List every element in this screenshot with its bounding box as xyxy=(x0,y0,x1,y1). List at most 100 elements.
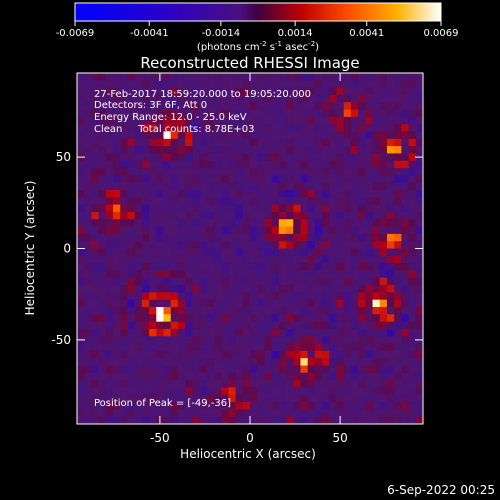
heatmap-cell xyxy=(343,94,352,103)
heatmap-cell xyxy=(271,211,280,220)
heatmap-cell xyxy=(156,248,164,257)
heatmap-cell xyxy=(213,343,222,352)
heatmap-cell xyxy=(365,270,373,279)
heatmap-cell xyxy=(415,380,424,388)
heatmap-cell xyxy=(257,321,265,330)
heatmap-cell xyxy=(394,241,402,249)
heatmap-cell xyxy=(98,292,107,301)
heatmap-cell xyxy=(105,146,114,154)
heatmap-cell xyxy=(199,241,208,249)
heatmap-cell xyxy=(127,226,136,235)
heatmap-cell xyxy=(113,358,121,366)
heatmap-cell xyxy=(329,80,337,89)
heatmap-cell xyxy=(91,314,100,323)
heatmap-cell xyxy=(127,116,136,125)
heatmap-cell xyxy=(250,87,258,96)
heatmap-cell xyxy=(141,263,150,271)
heatmap-cell xyxy=(98,299,107,308)
heatmap-cell xyxy=(185,219,193,227)
heatmap-cell xyxy=(322,270,330,279)
heatmap-cell xyxy=(394,416,402,425)
heatmap-cell xyxy=(84,197,92,206)
heatmap-cell xyxy=(358,358,366,366)
heatmap-cell xyxy=(379,94,388,103)
heatmap-cell xyxy=(329,299,337,308)
heatmap-cell xyxy=(250,270,258,279)
heatmap-cell xyxy=(365,131,373,140)
heatmap-cell xyxy=(322,87,330,96)
heatmap-cell xyxy=(105,394,114,403)
heatmap-cell xyxy=(177,182,186,191)
heatmap-cell xyxy=(386,365,395,374)
heatmap-cell xyxy=(386,416,395,425)
heatmap-cell xyxy=(141,73,150,81)
heatmap-cell xyxy=(386,197,395,206)
heatmap-cell xyxy=(149,190,157,198)
heatmap-cell xyxy=(98,328,107,337)
heatmap-cell xyxy=(358,336,366,344)
heatmap-cell xyxy=(271,416,280,425)
heatmap-cell xyxy=(177,153,186,162)
heatmap-cell xyxy=(372,131,381,140)
heatmap-cell xyxy=(278,160,287,169)
heatmap-cell xyxy=(250,314,258,323)
heatmap-cell xyxy=(401,219,409,227)
heatmap-cell xyxy=(149,394,157,403)
heatmap-cell xyxy=(228,343,236,352)
heatmap-cell xyxy=(127,109,136,118)
heatmap-cell xyxy=(127,387,136,396)
heatmap-cell xyxy=(343,387,352,396)
heatmap-cell xyxy=(250,73,258,81)
heatmap-cell xyxy=(127,402,136,410)
heatmap-cell xyxy=(134,263,143,271)
annotation-line: Energy Range: 12.0 - 25.0 keV xyxy=(94,112,247,123)
heatmap-cell xyxy=(415,197,424,206)
heatmap-cell xyxy=(177,168,186,176)
heatmap-cell xyxy=(358,124,366,132)
heatmap-cell xyxy=(329,168,337,176)
heatmap-cell xyxy=(113,131,121,140)
heatmap-cell xyxy=(314,277,323,286)
heatmap-cell xyxy=(84,409,92,418)
heatmap-cell xyxy=(300,219,309,227)
heatmap-cell xyxy=(307,372,316,381)
y-tick-label: 0 xyxy=(63,242,71,256)
heatmap-cell xyxy=(401,197,409,206)
heatmap-cell xyxy=(149,182,157,191)
heatmap-cell xyxy=(170,387,179,396)
heatmap-cell xyxy=(163,387,172,396)
heatmap-cell xyxy=(199,328,208,337)
heatmap-cell xyxy=(134,394,143,403)
colorbar xyxy=(74,2,442,22)
heatmap-cell xyxy=(213,190,222,198)
heatmap-cell xyxy=(134,197,143,206)
heatmap-cell xyxy=(401,109,409,118)
heatmap-cell xyxy=(177,197,186,206)
heatmap-cell xyxy=(134,255,143,264)
heatmap-cell xyxy=(141,365,150,374)
heatmap-cell xyxy=(213,277,222,286)
heatmap-cell xyxy=(185,94,193,103)
heatmap-cell xyxy=(134,402,143,410)
heatmap-cell xyxy=(415,299,424,308)
heatmap-cell xyxy=(113,394,121,403)
heatmap-cell xyxy=(192,102,200,110)
heatmap-cell xyxy=(221,175,229,184)
heatmap-cell xyxy=(264,138,273,147)
heatmap-cell xyxy=(358,146,366,154)
heatmap-cell xyxy=(113,138,121,147)
heatmap-cell xyxy=(386,182,395,191)
heatmap-cell xyxy=(307,263,316,271)
heatmap-cell xyxy=(91,131,100,140)
heatmap-cell xyxy=(156,211,164,220)
heatmap-cell xyxy=(120,73,128,81)
heatmap-cell xyxy=(163,211,172,220)
heatmap-cell xyxy=(149,343,157,352)
heatmap-cell xyxy=(242,168,251,176)
heatmap-cell xyxy=(192,211,200,220)
heatmap-cell xyxy=(415,109,424,118)
heatmap-cell xyxy=(213,175,222,184)
heatmap-cell xyxy=(343,321,352,330)
heatmap-cell xyxy=(372,402,381,410)
heatmap-cell xyxy=(271,277,280,286)
